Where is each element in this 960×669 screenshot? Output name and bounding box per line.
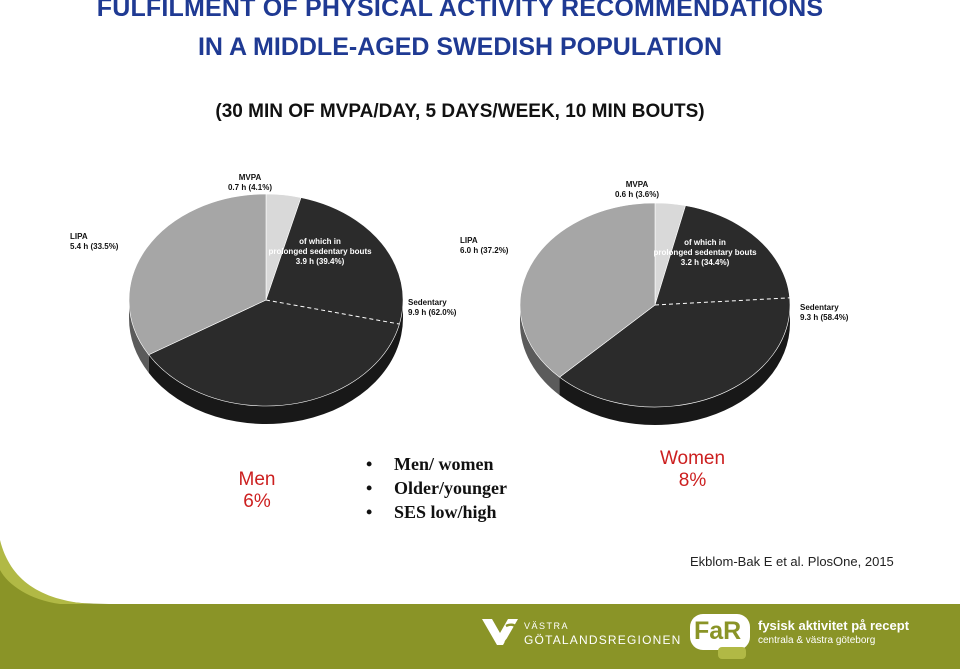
pie-side-lipa (129, 300, 149, 373)
vgr-logo-line-2: GÖTALANDSREGIONEN (524, 633, 682, 647)
bullet-text: Men/ women (394, 454, 494, 474)
bullet-glyph: • (366, 478, 373, 498)
bullet-item: • Men/ women (366, 452, 507, 476)
pie-side-sedentary (148, 300, 404, 424)
inner-note-line1: of which in (684, 238, 726, 247)
bullet-glyph: • (366, 454, 373, 474)
slice-value-sedentary: 9.3 h (58.4%) (800, 313, 849, 322)
group-name-men: Men (238, 469, 276, 490)
slice-value-mvpa: 0.6 h (3.6%) (615, 190, 659, 199)
citation: Ekblom-Bak E et al. PlosOne, 2015 (690, 554, 894, 569)
pie-slice-sedentary (559, 205, 791, 408)
footer-wave-highlight (0, 540, 90, 604)
pie-side-sedentary (559, 305, 790, 426)
vgr-logo-line-1: VÄSTRA (524, 621, 570, 631)
group-value-men: 6% (243, 491, 271, 512)
slice-value-lipa: 6.0 h (37.2%) (460, 246, 509, 255)
factor-bullet-list: • Men/ women • Older/younger • SES low/high (366, 452, 507, 524)
group-name-women: Women (659, 448, 726, 469)
bullet-item: • Older/younger (366, 476, 507, 500)
slice-label-lipa: LIPA (70, 232, 88, 241)
footer-wave (0, 560, 960, 669)
slice-value-lipa: 5.4 h (33.5%) (70, 242, 119, 251)
prolonged-bouts-divider (654, 297, 790, 306)
inner-note-line1: of which in (299, 237, 341, 246)
far-logo-badge: FaR (694, 617, 742, 645)
inner-note-line2: prolonged sedentary bouts (268, 247, 372, 256)
inner-note-line3: 3.9 h (39.4%) (296, 257, 345, 266)
page-title-line-1: FULFILMENT OF PHYSICAL ACTIVITY RECOMMEN… (96, 0, 824, 22)
far-logo-subtitle: centrala & västra göteborg (758, 635, 876, 646)
pie-slice-lipa (128, 193, 267, 356)
pie-side-lipa (520, 305, 560, 396)
bullet-item: • SES low/high (366, 500, 507, 524)
group-label-women: Women 8% (650, 448, 735, 492)
slice-value-sedentary: 9.9 h (62.0%) (408, 308, 457, 317)
slice-label-lipa: LIPA (460, 236, 478, 245)
bullet-glyph: • (366, 502, 373, 522)
slice-value-mvpa: 0.7 h (4.1%) (228, 183, 272, 192)
pie-slice-lipa (519, 202, 656, 378)
slice-label-sedentary: Sedentary (800, 303, 839, 312)
slice-label-sedentary: Sedentary (408, 298, 447, 307)
page-title-line-2: IN A MIDDLE-AGED SWEDISH POPULATION (197, 33, 723, 61)
group-label-men: Men 6% (222, 469, 292, 513)
bullet-text: Older/younger (394, 478, 507, 498)
bullet-text: SES low/high (394, 502, 497, 522)
slice-label-mvpa: MVPA (239, 173, 262, 182)
prolonged-bouts-divider (265, 299, 400, 325)
page-subtitle: (30 MIN OF MVPA/DAY, 5 DAYS/WEEK, 10 MIN… (215, 101, 705, 122)
far-logo-title: fysisk aktivitet på recept (758, 618, 910, 633)
inner-note-line3: 3.2 h (34.4%) (681, 258, 730, 267)
inner-note-line2: prolonged sedentary bouts (653, 248, 757, 257)
group-value-women: 8% (678, 470, 707, 491)
slice-label-mvpa: MVPA (626, 180, 649, 189)
vgr-logo-icon (482, 619, 519, 646)
